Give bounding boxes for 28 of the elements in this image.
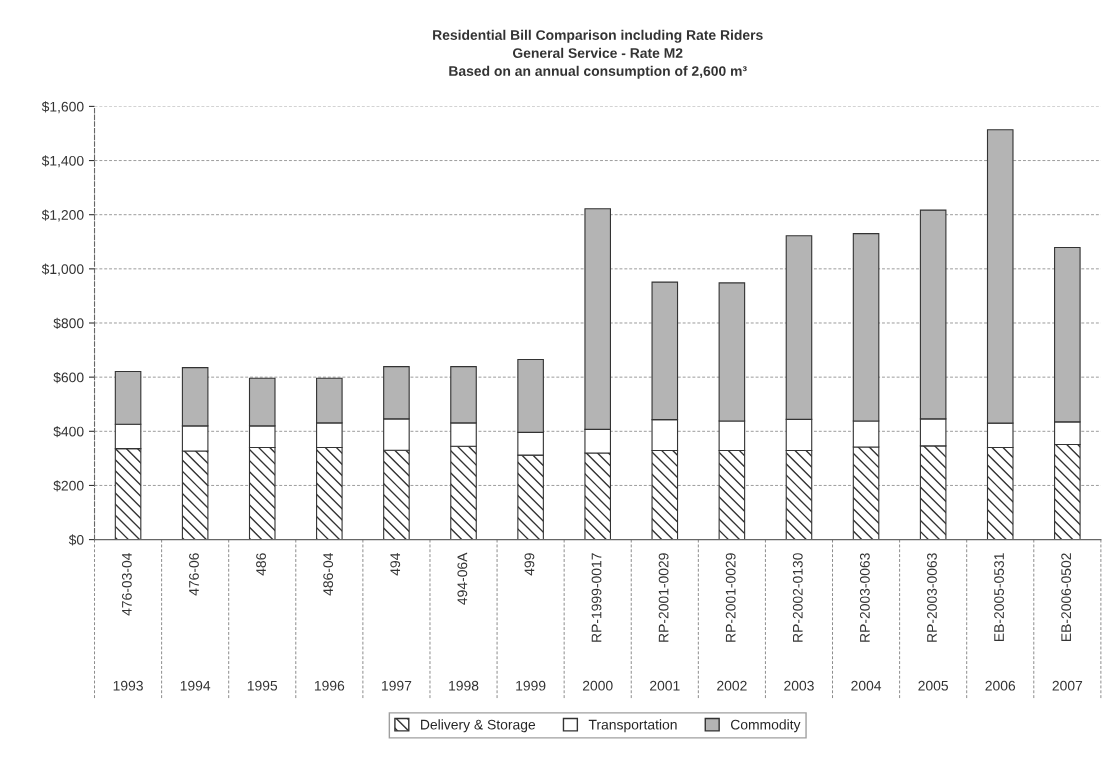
category-label: RP-2003-0063 2005 [918,553,949,691]
category-label: RP-2001-0029 2001 [650,553,680,691]
category-label: 494-06A 1998 [449,552,479,691]
category-label: EB-2005-0531 2006 [985,553,1016,691]
category-label: 486 1995 [247,553,278,691]
category-label: 494 1997 [382,553,412,691]
y-tick-label: $1,200 [41,209,84,222]
y-tick-label: $800 [53,317,84,329]
category-label: RP-1999-0017 2000 [582,553,613,691]
y-tick-label: $400 [53,426,84,438]
y-tick-label: $200 [53,480,84,492]
y-tick-label: $1,400 [41,155,84,168]
category-label: 499 1999 [516,553,546,691]
legend-label: Commodity [730,719,801,733]
category-label: EB-2006-0502 2007 [1052,553,1083,691]
category-label: RP-2001-0029 2002 [717,553,747,691]
category-label: 476-03-04 1993 [113,553,143,691]
y-tick-label: $0 [68,534,84,546]
chart-title: Residential Bill Comparison including Rate Riders General Service - Rate M2 Based on an annual consumption of 2,600 m³ [433,29,763,79]
category-label: RP-2003-0063 2004 [851,553,882,691]
category-label: RP-2002-0130 2003 [784,553,814,691]
y-tick-label: $600 [53,371,84,384]
category-label: 476-06 1994 [180,553,211,691]
y-tick-label: $1,600 [41,101,84,114]
y-tick-label: $1,000 [41,263,84,276]
legend-label: Delivery & Storage [421,719,536,733]
legend-label: Transportation [588,719,677,733]
category-label: 486-04 1996 [314,553,345,691]
